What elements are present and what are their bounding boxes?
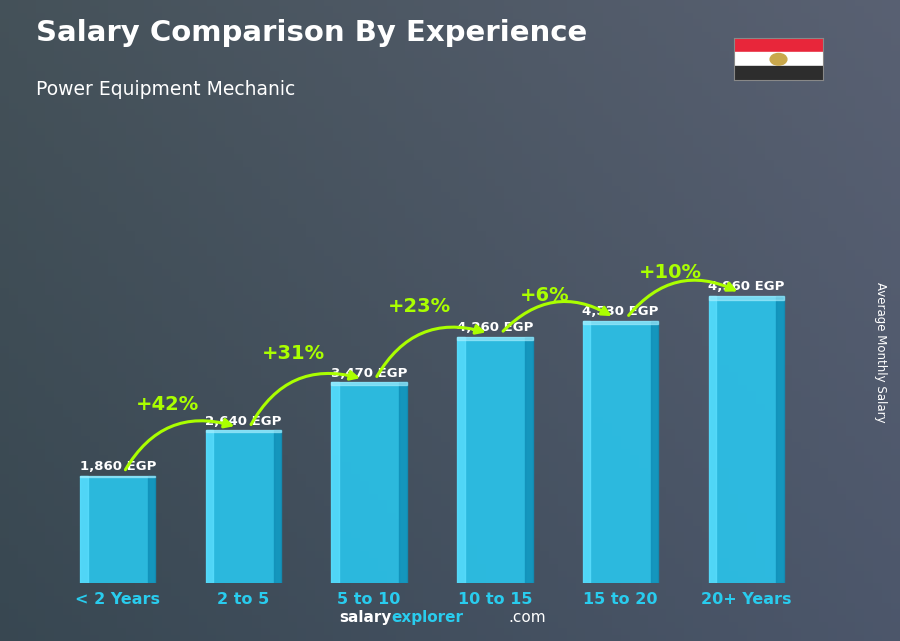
Bar bbox=[708, 296, 716, 583]
Bar bbox=[80, 476, 156, 477]
Bar bbox=[206, 431, 213, 583]
Bar bbox=[734, 53, 824, 66]
Bar bbox=[331, 383, 407, 583]
Text: +23%: +23% bbox=[388, 297, 451, 316]
Bar bbox=[331, 383, 339, 583]
Text: salary: salary bbox=[339, 610, 392, 625]
Text: 2,640 EGP: 2,640 EGP bbox=[205, 415, 282, 428]
Circle shape bbox=[770, 53, 787, 65]
Bar bbox=[400, 383, 407, 583]
Text: .com: .com bbox=[508, 610, 546, 625]
Text: 4,260 EGP: 4,260 EGP bbox=[456, 320, 533, 334]
Text: Salary Comparison By Experience: Salary Comparison By Experience bbox=[36, 19, 587, 47]
Text: explorer: explorer bbox=[392, 610, 464, 625]
Bar bbox=[525, 337, 533, 583]
Text: +10%: +10% bbox=[639, 263, 702, 282]
Text: +31%: +31% bbox=[262, 344, 325, 363]
Bar bbox=[457, 337, 464, 583]
Text: +42%: +42% bbox=[137, 395, 200, 415]
Text: 4,530 EGP: 4,530 EGP bbox=[582, 305, 659, 318]
Bar bbox=[734, 66, 824, 80]
Bar bbox=[457, 337, 533, 583]
Text: 3,470 EGP: 3,470 EGP bbox=[331, 367, 408, 379]
Bar bbox=[583, 321, 658, 324]
Text: Power Equipment Mechanic: Power Equipment Mechanic bbox=[36, 80, 295, 99]
Bar bbox=[734, 38, 824, 53]
Text: 4,960 EGP: 4,960 EGP bbox=[708, 280, 785, 293]
Bar bbox=[651, 321, 658, 583]
Bar bbox=[80, 476, 156, 583]
Bar bbox=[583, 321, 658, 583]
Bar bbox=[274, 431, 281, 583]
Bar bbox=[777, 296, 784, 583]
Text: 1,860 EGP: 1,860 EGP bbox=[79, 460, 156, 472]
Bar bbox=[206, 431, 281, 583]
Text: +6%: +6% bbox=[520, 286, 570, 305]
Bar bbox=[206, 431, 281, 432]
Bar bbox=[331, 383, 407, 385]
Bar bbox=[583, 321, 590, 583]
Text: Average Monthly Salary: Average Monthly Salary bbox=[874, 282, 886, 423]
Bar bbox=[457, 337, 533, 340]
Bar bbox=[708, 296, 784, 583]
Bar bbox=[708, 296, 784, 299]
Bar bbox=[80, 476, 87, 583]
Bar bbox=[148, 476, 156, 583]
